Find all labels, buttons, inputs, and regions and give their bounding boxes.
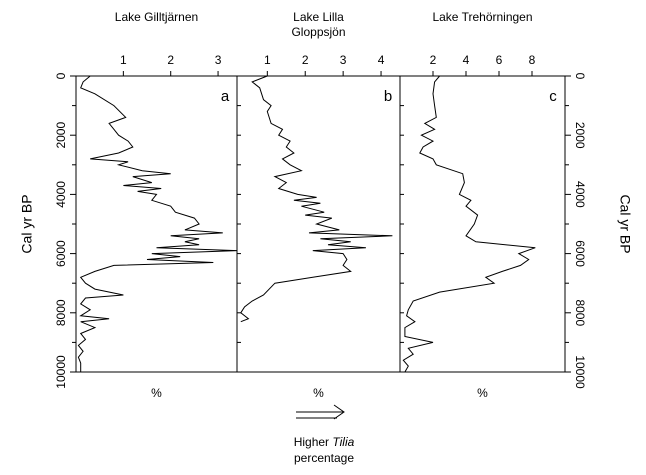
x-tick-label: 6 <box>496 53 503 67</box>
data-line <box>402 75 536 373</box>
x-axis-label: % <box>151 386 162 400</box>
x-axis-label: % <box>313 386 324 400</box>
panel-letter: a <box>221 88 230 105</box>
y-tick-label: 8000 <box>573 299 587 326</box>
y-axis-label: Cal yr BP <box>617 194 633 253</box>
x-tick-label: 1 <box>120 53 127 67</box>
panel-title: Lake Gilltjärnen <box>115 10 198 24</box>
x-tick-label: 3 <box>340 53 347 67</box>
y-tick-label: 2000 <box>573 122 587 149</box>
y-tick-label: 10000 <box>54 355 68 389</box>
x-tick-label: 8 <box>529 53 536 67</box>
annotation: percentage <box>294 451 354 465</box>
y-tick-label: 10000 <box>573 355 587 389</box>
x-tick-label: 2 <box>167 53 174 67</box>
panel-title: Lake Trehörningen <box>432 10 532 24</box>
y-tick-label: 4000 <box>54 181 68 208</box>
x-tick-label: 2 <box>430 53 437 67</box>
y-tick-label: 6000 <box>54 240 68 267</box>
annotation-word: Higher <box>294 435 329 449</box>
y-tick-label: 4000 <box>573 181 587 208</box>
data-line <box>240 75 393 323</box>
x-tick-label: 1 <box>264 53 271 67</box>
panel-title: Lake Lilla <box>293 10 344 24</box>
panel-letter: b <box>384 88 392 105</box>
arrow <box>296 404 345 420</box>
y-tick-label: 2000 <box>54 122 68 149</box>
panel-frame <box>75 75 238 373</box>
x-tick-label: 4 <box>378 53 385 67</box>
x-axis-label: % <box>477 386 488 400</box>
panel-title: Gloppsjön <box>291 25 345 39</box>
x-tick-label: 3 <box>215 53 222 67</box>
y-axis-label: Cal yr BP <box>19 194 35 253</box>
data-line <box>77 75 238 372</box>
x-tick-label: 2 <box>302 53 309 67</box>
annotation-word: Tilia <box>332 435 354 449</box>
y-tick-label: 0 <box>54 72 68 79</box>
y-tick-label: 0 <box>573 73 587 80</box>
panel-frame <box>399 75 566 373</box>
y-tick-label: 8000 <box>54 299 68 326</box>
y-tick-label: 6000 <box>573 240 587 267</box>
annotation: Higher Tilia <box>294 435 355 449</box>
panel-letter: c <box>549 88 557 105</box>
x-tick-label: 4 <box>463 53 470 67</box>
